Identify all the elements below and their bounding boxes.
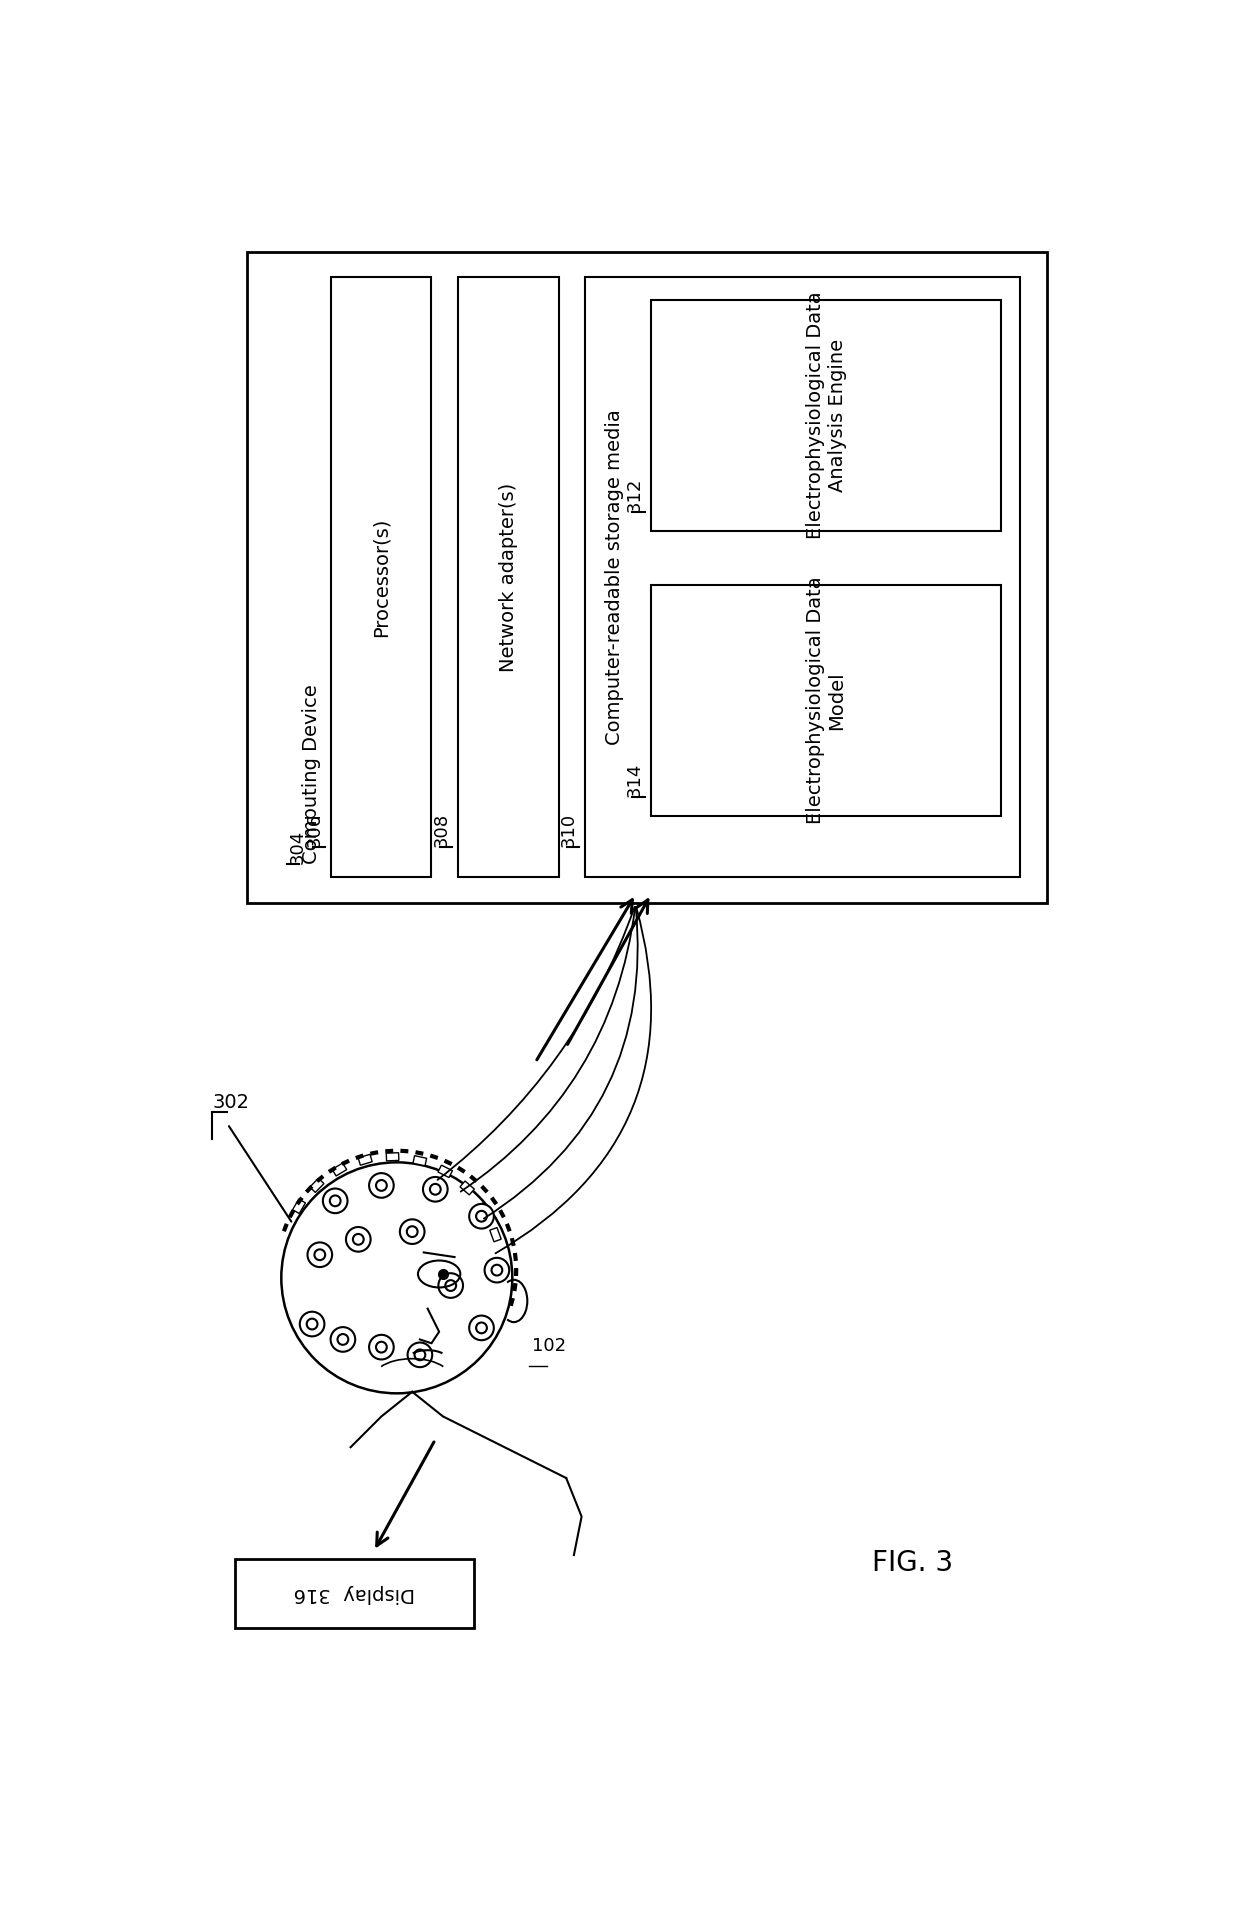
Bar	[386, 1153, 399, 1161]
Circle shape	[331, 1326, 355, 1351]
Text: 308: 308	[433, 813, 450, 846]
Text: Electrophysiological Data
Analysis Engine: Electrophysiological Data Analysis Engin…	[806, 292, 847, 540]
Circle shape	[423, 1176, 448, 1201]
Text: Display  316: Display 316	[294, 1584, 415, 1603]
Circle shape	[337, 1334, 348, 1345]
Bar	[236, 1559, 474, 1628]
Circle shape	[491, 1265, 502, 1276]
Bar	[651, 300, 1001, 530]
Text: 302: 302	[212, 1094, 249, 1113]
Text: FIG. 3: FIG. 3	[872, 1549, 954, 1576]
Text: Computer-readable storage media: Computer-readable storage media	[605, 409, 624, 746]
Bar	[293, 1199, 305, 1213]
Bar	[310, 1178, 324, 1192]
Circle shape	[407, 1226, 418, 1238]
Circle shape	[370, 1172, 394, 1197]
Text: 314: 314	[625, 763, 644, 796]
Text: Electrophysiological Data
Model: Electrophysiological Data Model	[806, 577, 847, 825]
Circle shape	[469, 1315, 494, 1340]
Bar	[477, 1203, 491, 1217]
Bar	[459, 277, 558, 878]
Circle shape	[476, 1211, 487, 1222]
Text: 312: 312	[625, 477, 644, 511]
Bar	[490, 1228, 501, 1242]
Circle shape	[476, 1322, 487, 1334]
Bar	[413, 1155, 427, 1167]
Text: Processor(s): Processor(s)	[372, 517, 391, 636]
Bar	[585, 277, 1021, 878]
Circle shape	[330, 1195, 341, 1207]
Circle shape	[315, 1249, 325, 1261]
Bar	[332, 1163, 347, 1176]
Circle shape	[376, 1180, 387, 1192]
Circle shape	[306, 1318, 317, 1330]
Circle shape	[439, 1272, 463, 1297]
Circle shape	[485, 1257, 510, 1282]
Circle shape	[414, 1349, 425, 1361]
Circle shape	[399, 1219, 424, 1244]
Circle shape	[376, 1342, 387, 1353]
Bar	[358, 1155, 372, 1165]
Bar	[247, 252, 1048, 903]
Circle shape	[445, 1280, 456, 1292]
Text: Computing Device: Computing Device	[303, 684, 321, 865]
Text: 306: 306	[305, 813, 324, 846]
Text: 310: 310	[559, 813, 578, 846]
Text: 304: 304	[289, 830, 308, 865]
Bar	[460, 1180, 475, 1195]
Bar	[331, 277, 432, 878]
Circle shape	[300, 1311, 325, 1336]
Bar	[651, 584, 1001, 815]
Bar	[438, 1165, 453, 1178]
Text: Network adapter(s): Network adapter(s)	[498, 482, 518, 673]
Circle shape	[370, 1334, 394, 1359]
Circle shape	[430, 1184, 440, 1195]
Circle shape	[353, 1234, 363, 1245]
Circle shape	[322, 1188, 347, 1213]
Circle shape	[346, 1226, 371, 1251]
Circle shape	[308, 1242, 332, 1267]
Text: 102: 102	[532, 1338, 565, 1355]
Circle shape	[408, 1343, 433, 1367]
Circle shape	[469, 1203, 494, 1228]
